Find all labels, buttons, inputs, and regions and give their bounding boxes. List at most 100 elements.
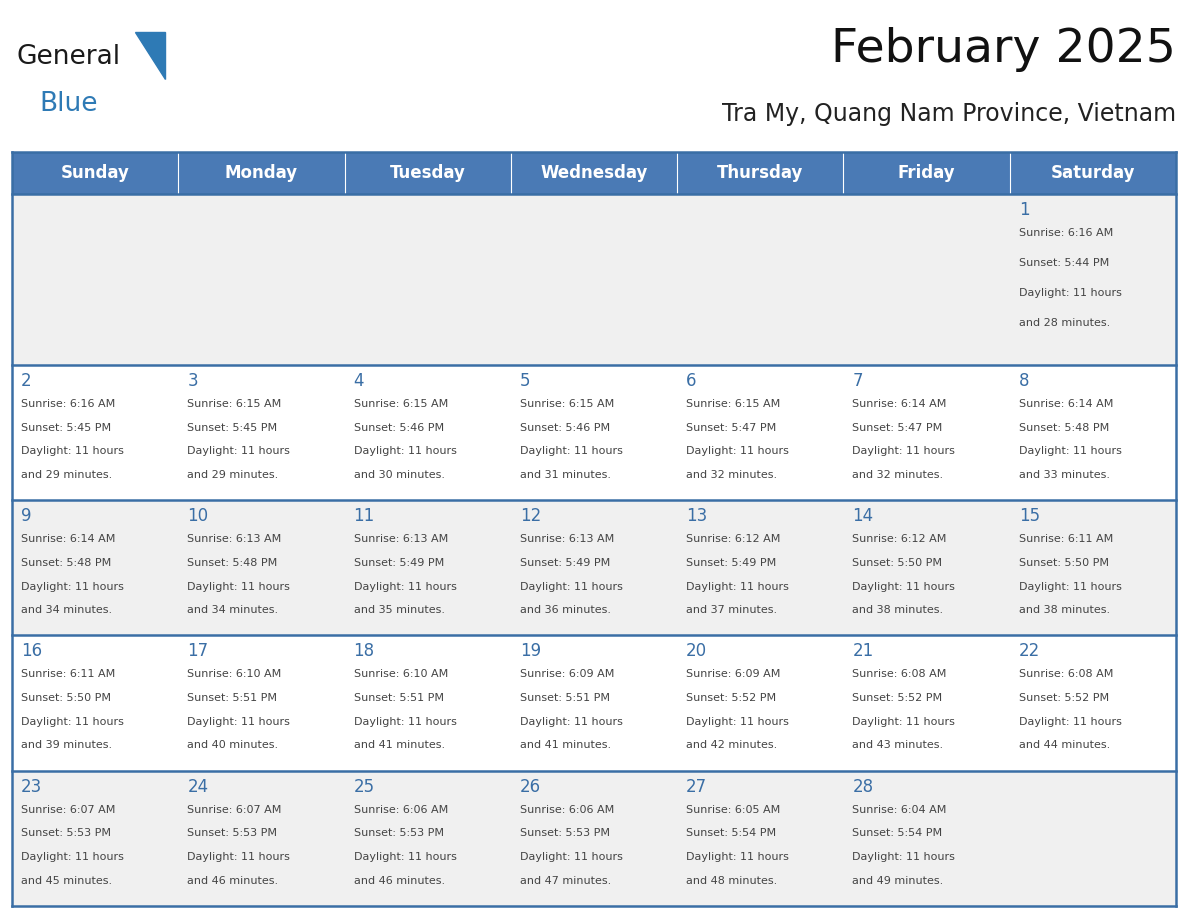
Text: Sunset: 5:52 PM: Sunset: 5:52 PM bbox=[853, 693, 942, 703]
Text: Sunrise: 6:10 AM: Sunrise: 6:10 AM bbox=[354, 669, 448, 679]
Text: Sunrise: 6:08 AM: Sunrise: 6:08 AM bbox=[853, 669, 947, 679]
Text: Daylight: 11 hours: Daylight: 11 hours bbox=[354, 446, 456, 456]
Text: Daylight: 11 hours: Daylight: 11 hours bbox=[853, 852, 955, 862]
Bar bbox=[12, 152, 178, 194]
Text: Sunset: 5:53 PM: Sunset: 5:53 PM bbox=[520, 828, 609, 838]
Text: Sunset: 5:53 PM: Sunset: 5:53 PM bbox=[188, 828, 277, 838]
Text: and 31 minutes.: and 31 minutes. bbox=[520, 470, 611, 480]
Text: Sunset: 5:49 PM: Sunset: 5:49 PM bbox=[354, 558, 444, 568]
Text: Daylight: 11 hours: Daylight: 11 hours bbox=[1019, 717, 1121, 727]
Text: Sunrise: 6:15 AM: Sunrise: 6:15 AM bbox=[188, 399, 282, 409]
Text: Sunrise: 6:10 AM: Sunrise: 6:10 AM bbox=[188, 669, 282, 679]
Text: Sunrise: 6:06 AM: Sunrise: 6:06 AM bbox=[520, 805, 614, 814]
Text: Daylight: 11 hours: Daylight: 11 hours bbox=[21, 581, 124, 591]
Bar bbox=[677, 152, 843, 194]
Text: Sunset: 5:48 PM: Sunset: 5:48 PM bbox=[188, 558, 278, 568]
Text: General: General bbox=[17, 44, 121, 70]
Text: and 49 minutes.: and 49 minutes. bbox=[853, 876, 943, 886]
Text: 15: 15 bbox=[1019, 507, 1040, 525]
Text: 2: 2 bbox=[21, 372, 32, 390]
Text: Sunrise: 6:06 AM: Sunrise: 6:06 AM bbox=[354, 805, 448, 814]
Text: Tra My, Quang Nam Province, Vietnam: Tra My, Quang Nam Province, Vietnam bbox=[722, 102, 1176, 126]
Bar bbox=[12, 635, 1176, 771]
Text: 10: 10 bbox=[188, 507, 208, 525]
Text: and 33 minutes.: and 33 minutes. bbox=[1019, 470, 1110, 480]
Text: 13: 13 bbox=[687, 507, 707, 525]
Text: 24: 24 bbox=[188, 778, 208, 796]
Text: and 48 minutes.: and 48 minutes. bbox=[687, 876, 777, 886]
Text: Sunset: 5:50 PM: Sunset: 5:50 PM bbox=[853, 558, 942, 568]
Text: 14: 14 bbox=[853, 507, 873, 525]
Text: and 29 minutes.: and 29 minutes. bbox=[188, 470, 278, 480]
Text: Sunset: 5:46 PM: Sunset: 5:46 PM bbox=[520, 422, 609, 432]
Text: Sunrise: 6:13 AM: Sunrise: 6:13 AM bbox=[520, 534, 614, 544]
Text: and 32 minutes.: and 32 minutes. bbox=[687, 470, 777, 480]
Text: Sunset: 5:49 PM: Sunset: 5:49 PM bbox=[687, 558, 777, 568]
Text: Sunrise: 6:14 AM: Sunrise: 6:14 AM bbox=[853, 399, 947, 409]
Text: Daylight: 11 hours: Daylight: 11 hours bbox=[188, 581, 290, 591]
Text: Sunrise: 6:15 AM: Sunrise: 6:15 AM bbox=[687, 399, 781, 409]
Text: and 36 minutes.: and 36 minutes. bbox=[520, 605, 611, 615]
Text: 23: 23 bbox=[21, 778, 43, 796]
Text: and 44 minutes.: and 44 minutes. bbox=[1019, 741, 1110, 750]
Text: Sunset: 5:45 PM: Sunset: 5:45 PM bbox=[21, 422, 112, 432]
Text: Daylight: 11 hours: Daylight: 11 hours bbox=[520, 446, 623, 456]
Text: and 28 minutes.: and 28 minutes. bbox=[1019, 318, 1110, 328]
Text: and 39 minutes.: and 39 minutes. bbox=[21, 741, 112, 750]
Text: 8: 8 bbox=[1019, 372, 1029, 390]
Text: Sunrise: 6:15 AM: Sunrise: 6:15 AM bbox=[354, 399, 448, 409]
Text: Sunrise: 6:11 AM: Sunrise: 6:11 AM bbox=[21, 669, 115, 679]
Text: and 32 minutes.: and 32 minutes. bbox=[853, 470, 943, 480]
Text: and 46 minutes.: and 46 minutes. bbox=[354, 876, 444, 886]
Text: Sunset: 5:44 PM: Sunset: 5:44 PM bbox=[1019, 258, 1108, 268]
Text: and 43 minutes.: and 43 minutes. bbox=[853, 741, 943, 750]
Text: Daylight: 11 hours: Daylight: 11 hours bbox=[687, 717, 789, 727]
Text: Daylight: 11 hours: Daylight: 11 hours bbox=[520, 581, 623, 591]
Text: Sunrise: 6:09 AM: Sunrise: 6:09 AM bbox=[687, 669, 781, 679]
Text: 22: 22 bbox=[1019, 643, 1040, 660]
Bar bbox=[843, 152, 1010, 194]
Text: and 38 minutes.: and 38 minutes. bbox=[853, 605, 943, 615]
Text: Sunset: 5:51 PM: Sunset: 5:51 PM bbox=[354, 693, 443, 703]
Text: Sunrise: 6:07 AM: Sunrise: 6:07 AM bbox=[188, 805, 282, 814]
Text: Sunset: 5:50 PM: Sunset: 5:50 PM bbox=[1019, 558, 1108, 568]
Text: and 29 minutes.: and 29 minutes. bbox=[21, 470, 112, 480]
Text: Sunrise: 6:12 AM: Sunrise: 6:12 AM bbox=[853, 534, 947, 544]
Text: 9: 9 bbox=[21, 507, 32, 525]
Text: Sunset: 5:48 PM: Sunset: 5:48 PM bbox=[21, 558, 112, 568]
Bar bbox=[511, 152, 677, 194]
Text: Sunrise: 6:09 AM: Sunrise: 6:09 AM bbox=[520, 669, 614, 679]
Text: Sunrise: 6:04 AM: Sunrise: 6:04 AM bbox=[853, 805, 947, 814]
Text: 4: 4 bbox=[354, 372, 364, 390]
Text: Blue: Blue bbox=[39, 91, 97, 117]
Text: Sunset: 5:53 PM: Sunset: 5:53 PM bbox=[21, 828, 110, 838]
Polygon shape bbox=[135, 32, 165, 79]
Text: Saturday: Saturday bbox=[1050, 164, 1135, 182]
Bar bbox=[12, 194, 1176, 364]
Text: Friday: Friday bbox=[898, 164, 955, 182]
Text: Sunrise: 6:13 AM: Sunrise: 6:13 AM bbox=[188, 534, 282, 544]
Text: Daylight: 11 hours: Daylight: 11 hours bbox=[21, 717, 124, 727]
Text: Daylight: 11 hours: Daylight: 11 hours bbox=[354, 717, 456, 727]
Text: Sunrise: 6:15 AM: Sunrise: 6:15 AM bbox=[520, 399, 614, 409]
Text: Sunday: Sunday bbox=[61, 164, 129, 182]
Text: and 47 minutes.: and 47 minutes. bbox=[520, 876, 611, 886]
Text: Daylight: 11 hours: Daylight: 11 hours bbox=[520, 852, 623, 862]
Text: Wednesday: Wednesday bbox=[541, 164, 647, 182]
Text: Sunrise: 6:11 AM: Sunrise: 6:11 AM bbox=[1019, 534, 1113, 544]
Text: 7: 7 bbox=[853, 372, 862, 390]
Text: Sunset: 5:46 PM: Sunset: 5:46 PM bbox=[354, 422, 443, 432]
Text: Sunset: 5:52 PM: Sunset: 5:52 PM bbox=[1019, 693, 1108, 703]
Text: Sunset: 5:47 PM: Sunset: 5:47 PM bbox=[853, 422, 943, 432]
Text: Sunset: 5:48 PM: Sunset: 5:48 PM bbox=[1019, 422, 1108, 432]
Text: and 38 minutes.: and 38 minutes. bbox=[1019, 605, 1110, 615]
Text: and 46 minutes.: and 46 minutes. bbox=[188, 876, 278, 886]
Text: Sunset: 5:54 PM: Sunset: 5:54 PM bbox=[853, 828, 942, 838]
Text: Daylight: 11 hours: Daylight: 11 hours bbox=[354, 852, 456, 862]
Text: Tuesday: Tuesday bbox=[390, 164, 466, 182]
Text: Daylight: 11 hours: Daylight: 11 hours bbox=[853, 717, 955, 727]
Text: Daylight: 11 hours: Daylight: 11 hours bbox=[853, 581, 955, 591]
Text: and 34 minutes.: and 34 minutes. bbox=[21, 605, 112, 615]
Text: and 45 minutes.: and 45 minutes. bbox=[21, 876, 112, 886]
Bar bbox=[178, 152, 345, 194]
